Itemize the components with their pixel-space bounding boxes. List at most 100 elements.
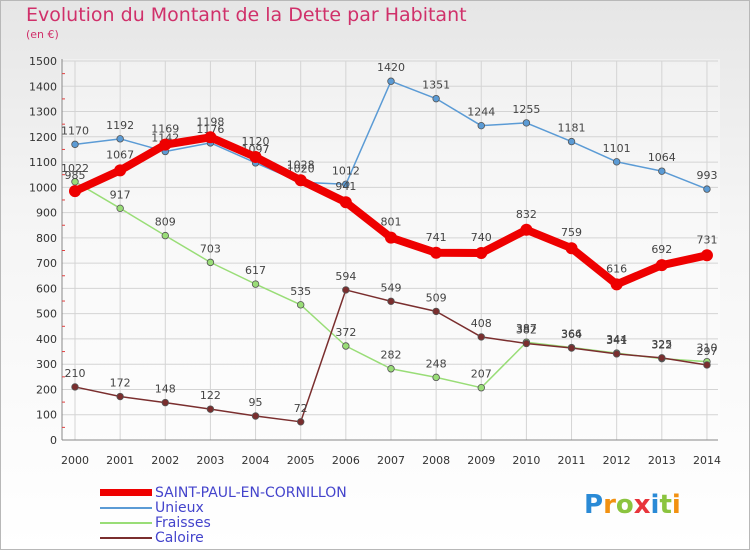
data-point-caloire	[612, 350, 621, 358]
data-label-unieux: 1064	[648, 151, 676, 164]
plot-area	[60, 59, 720, 440]
data-label-saint-paul-en-cornillon: 1169	[151, 123, 179, 136]
x-tick-label: 2005	[287, 454, 315, 467]
data-point-fraisses	[387, 365, 395, 373]
x-tick-label: 2002	[151, 454, 179, 467]
data-point-unieux	[432, 94, 440, 103]
data-point-saint-paul-en-cornillon	[700, 249, 713, 262]
data-label-fraisses: 322	[651, 339, 672, 352]
legend-label-fraisses: Fraisses	[155, 515, 211, 531]
y-tick-label: 1500	[29, 55, 57, 68]
x-tick-label: 2000	[61, 454, 89, 467]
x-tick-label: 2003	[196, 454, 224, 467]
data-label-saint-paul-en-cornillon: 1120	[242, 135, 270, 148]
data-point-caloire	[387, 297, 395, 305]
data-label-fraisses: 248	[426, 357, 447, 370]
data-point-saint-paul-en-cornillon	[475, 247, 488, 260]
data-label-saint-paul-en-cornillon: 832	[516, 208, 537, 221]
data-point-unieux	[477, 121, 485, 130]
x-tick-label: 2006	[332, 454, 360, 467]
data-point-caloire	[251, 412, 260, 420]
data-label-unieux: 1351	[422, 79, 450, 92]
data-point-unieux	[387, 77, 395, 85]
data-point-caloire	[116, 392, 124, 401]
data-label-fraisses: 917	[110, 188, 131, 201]
data-point-fraisses	[206, 258, 215, 267]
data-label-caloire: 95	[249, 396, 263, 409]
data-label-fraisses: 809	[155, 216, 176, 229]
data-point-saint-paul-en-cornillon	[339, 196, 352, 209]
data-label-fraisses: 617	[245, 264, 266, 277]
y-tick-label: 600	[36, 282, 57, 295]
data-label-saint-paul-en-cornillon: 941	[335, 180, 356, 193]
data-point-unieux	[116, 135, 124, 143]
legend-label-saint-paul-en-cornillon: SAINT-PAUL-EN-CORNILLON	[155, 485, 347, 501]
y-tick-label: 500	[36, 308, 57, 321]
data-point-saint-paul-en-cornillon	[384, 231, 397, 244]
data-label-fraisses: 372	[335, 326, 356, 339]
data-label-caloire: 297	[696, 345, 717, 358]
proxiti-logo: Proxiti	[584, 490, 681, 520]
y-tick-label: 200	[36, 383, 57, 396]
x-tick-label: 2010	[512, 454, 540, 467]
data-label-fraisses: 310	[696, 342, 717, 355]
logo-letter: i	[650, 490, 660, 520]
x-tick-label: 2001	[106, 454, 134, 467]
data-label-unieux: 1101	[603, 142, 631, 155]
y-tick-label: 700	[36, 257, 57, 270]
data-label-fraisses: 282	[380, 349, 401, 362]
data-label-caloire: 594	[335, 270, 356, 283]
x-tick-label: 2012	[603, 454, 631, 467]
data-label-unieux: 1244	[467, 106, 495, 119]
data-label-unieux: 1192	[106, 119, 134, 132]
data-label-saint-paul-en-cornillon: 759	[561, 226, 582, 239]
data-point-saint-paul-en-cornillon	[159, 138, 172, 151]
data-point-caloire	[658, 354, 666, 362]
data-point-caloire	[477, 333, 485, 341]
data-label-caloire: 122	[200, 389, 221, 402]
data-point-saint-paul-en-cornillon	[655, 259, 668, 272]
data-label-caloire: 210	[65, 367, 86, 380]
logo-letter: i	[671, 490, 681, 520]
legend-swatch-saint-paul-en-cornillon	[100, 489, 152, 496]
x-tick-label: 2011	[558, 454, 586, 467]
data-label-saint-paul-en-cornillon: 985	[65, 169, 86, 182]
data-label-fraisses: 366	[561, 328, 582, 341]
data-label-caloire: 509	[426, 291, 447, 304]
data-point-fraisses	[342, 342, 350, 350]
data-point-unieux	[71, 140, 79, 149]
data-label-saint-paul-en-cornillon: 616	[606, 262, 627, 275]
data-point-unieux	[703, 185, 711, 193]
data-point-unieux	[658, 167, 666, 175]
data-point-fraisses	[251, 280, 260, 288]
data-point-saint-paul-en-cornillon	[204, 131, 217, 144]
data-point-saint-paul-en-cornillon	[610, 278, 623, 291]
data-point-fraisses	[71, 178, 79, 186]
data-label-unieux: 1255	[512, 103, 540, 116]
chart-subtitle: (en €)	[26, 28, 59, 41]
data-label-unieux: 1420	[377, 61, 405, 74]
data-label-fraisses: 1022	[61, 162, 89, 175]
y-tick-label: 100	[36, 409, 57, 422]
legend-swatch-fraisses	[100, 522, 152, 524]
y-tick-label: 1200	[29, 131, 57, 144]
data-label-caloire: 72	[294, 402, 308, 415]
y-tick-label: 1100	[29, 156, 57, 169]
data-point-caloire	[703, 361, 711, 369]
data-label-saint-paul-en-cornillon: 741	[426, 231, 447, 244]
y-tick-label: 300	[36, 358, 57, 371]
x-tick-label: 2008	[422, 454, 450, 467]
data-label-caloire: 172	[110, 377, 131, 390]
chart-title: Evolution du Montant de la Dette par Hab…	[26, 4, 467, 26]
data-label-saint-paul-en-cornillon: 1198	[196, 115, 224, 128]
data-label-unieux: 1176	[196, 123, 224, 136]
logo-letter: r	[603, 490, 616, 520]
data-label-saint-paul-en-cornillon: 1028	[287, 158, 315, 171]
data-label-unieux: 1012	[332, 164, 360, 177]
x-tick-label: 2014	[693, 454, 721, 467]
data-point-unieux	[612, 158, 621, 166]
data-label-caloire: 408	[471, 317, 492, 330]
data-point-saint-paul-en-cornillon	[520, 223, 533, 236]
data-label-saint-paul-en-cornillon: 801	[380, 216, 401, 229]
